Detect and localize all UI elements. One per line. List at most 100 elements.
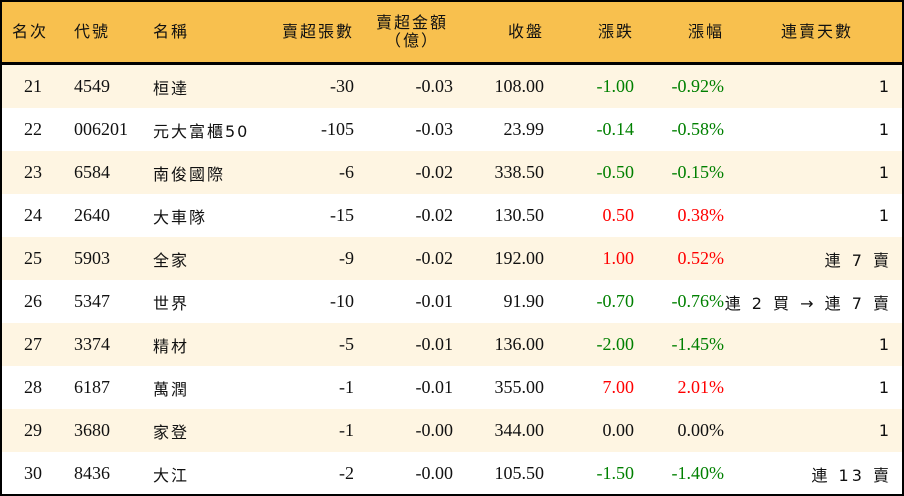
cell-code: 6584 <box>74 162 110 182</box>
header-name: 名稱 <box>153 22 190 41</box>
cell-name: 全家 <box>153 250 190 270</box>
cell-amount: -0.00 <box>415 420 454 440</box>
table-row: 25 5903 全家 -9 -0.02 192.00 1.00 0.52% 連 7 賣 <box>2 237 902 280</box>
cell-close: 130.50 <box>494 205 545 225</box>
cell-shares: -5 <box>339 334 354 354</box>
cell-close: 105.50 <box>494 463 545 483</box>
cell-close: 91.90 <box>503 291 545 311</box>
header-code: 代號 <box>74 22 111 41</box>
cell-shares: -1 <box>339 377 354 397</box>
cell-code: 5903 <box>74 248 110 268</box>
table-row: 23 6584 南俊國際 -6 -0.02 338.50 -0.50 -0.15% 1 <box>2 151 902 194</box>
cell-amount: -0.01 <box>415 334 454 354</box>
cell-shares: -105 <box>321 119 354 139</box>
cell-streak: 1 <box>878 77 892 96</box>
cell-amount: -0.01 <box>415 377 454 397</box>
cell-code: 8436 <box>74 463 110 483</box>
cell-amount: -0.02 <box>415 162 454 182</box>
table-body: 21 4549 桓達 -30 -0.03 108.00 -1.00 -0.92% 1 22 0062… <box>2 65 902 495</box>
cell-shares: -15 <box>330 205 354 225</box>
cell-change: 0.50 <box>602 205 635 225</box>
cell-code: 006201 <box>74 119 128 139</box>
cell-streak: 1 <box>878 120 892 139</box>
table-row: 21 4549 桓達 -30 -0.03 108.00 -1.00 -0.92% 1 <box>2 65 902 108</box>
cell-change: -2.00 <box>596 334 635 354</box>
cell-rank: 27 <box>24 334 42 354</box>
cell-rank: 23 <box>24 162 42 182</box>
cell-code: 2640 <box>74 205 110 225</box>
cell-pct: -0.58% <box>671 119 725 139</box>
cell-shares: -30 <box>330 76 354 96</box>
cell-shares: -10 <box>330 291 354 311</box>
cell-rank: 30 <box>24 463 42 483</box>
cell-code: 6187 <box>74 377 110 397</box>
cell-name: 大車隊 <box>153 207 208 227</box>
header-rank: 名次 <box>12 22 49 41</box>
cell-change: -1.50 <box>596 463 635 483</box>
table-row: 29 3680 家登 -1 -0.00 344.00 0.00 0.00% 1 <box>2 409 902 452</box>
cell-name: 桓達 <box>153 78 190 98</box>
cell-code: 4549 <box>74 76 110 96</box>
table-row: 26 5347 世界 -10 -0.01 91.90 -0.70 -0.76% 連 2 買 → … <box>2 280 902 323</box>
cell-name: 大江 <box>153 465 190 485</box>
cell-change: 0.00 <box>602 420 635 440</box>
header-shares: 賣超張數 <box>281 22 354 41</box>
cell-pct: -0.76% <box>671 291 725 311</box>
cell-pct: 0.52% <box>677 248 725 268</box>
cell-close: 108.00 <box>494 76 545 96</box>
table-row: 27 3374 精材 -5 -0.01 136.00 -2.00 -1.45% 1 <box>2 323 902 366</box>
cell-pct: 0.38% <box>677 205 725 225</box>
cell-rank: 28 <box>24 377 42 397</box>
cell-change: -0.70 <box>596 291 635 311</box>
header-amount: 賣超金額 （億） <box>370 2 454 62</box>
cell-change: 1.00 <box>602 248 635 268</box>
table-header: 名次 代號 名稱 賣超張數 賣超金額 （億） 收盤 漲跌 漲幅 連賣天數 <box>2 2 902 65</box>
cell-close: 192.00 <box>494 248 545 268</box>
cell-pct: 2.01% <box>677 377 725 397</box>
cell-pct: -1.40% <box>671 463 725 483</box>
cell-name: 南俊國際 <box>153 164 226 184</box>
cell-rank: 22 <box>24 119 42 139</box>
cell-amount: -0.01 <box>415 291 454 311</box>
cell-name: 萬潤 <box>153 379 190 399</box>
cell-name: 世界 <box>153 293 190 313</box>
cell-streak: 1 <box>878 378 892 397</box>
cell-change: -1.00 <box>596 76 635 96</box>
cell-rank: 26 <box>24 291 42 311</box>
cell-close: 136.00 <box>494 334 545 354</box>
cell-change: 7.00 <box>602 377 635 397</box>
cell-close: 355.00 <box>494 377 545 397</box>
cell-change: -0.50 <box>596 162 635 182</box>
cell-close: 338.50 <box>494 162 545 182</box>
header-change: 漲跌 <box>597 22 634 41</box>
cell-name: 家登 <box>153 422 190 442</box>
cell-streak: 連 13 賣 <box>811 465 892 485</box>
cell-close: 23.99 <box>503 119 545 139</box>
cell-amount: -0.00 <box>415 463 454 483</box>
cell-pct: -0.15% <box>671 162 725 182</box>
cell-streak: 1 <box>878 335 892 354</box>
cell-shares: -1 <box>339 420 354 440</box>
cell-streak: 連 7 賣 <box>824 250 892 270</box>
table-row: 30 8436 大江 -2 -0.00 105.50 -1.50 -1.40% 連 13 賣 <box>2 452 902 495</box>
cell-rank: 29 <box>24 420 42 440</box>
cell-change: -0.14 <box>596 119 635 139</box>
cell-pct: -0.92% <box>671 76 725 96</box>
cell-name: 元大富櫃50 <box>153 121 250 141</box>
header-pct: 漲幅 <box>687 22 724 41</box>
cell-rank: 24 <box>24 205 42 225</box>
cell-pct: -1.45% <box>671 334 725 354</box>
cell-streak: 連 2 買 → 連 7 賣 <box>724 293 892 313</box>
header-close: 收盤 <box>507 22 544 41</box>
header-streak: 連賣天數 <box>780 22 853 41</box>
cell-shares: -6 <box>339 162 354 182</box>
cell-streak: 1 <box>878 206 892 225</box>
cell-shares: -2 <box>339 463 354 483</box>
cell-amount: -0.03 <box>415 119 454 139</box>
cell-amount: -0.02 <box>415 248 454 268</box>
cell-code: 3680 <box>74 420 110 440</box>
cell-rank: 25 <box>24 248 42 268</box>
cell-name: 精材 <box>153 336 190 356</box>
table-row: 24 2640 大車隊 -15 -0.02 130.50 0.50 0.38% 1 <box>2 194 902 237</box>
